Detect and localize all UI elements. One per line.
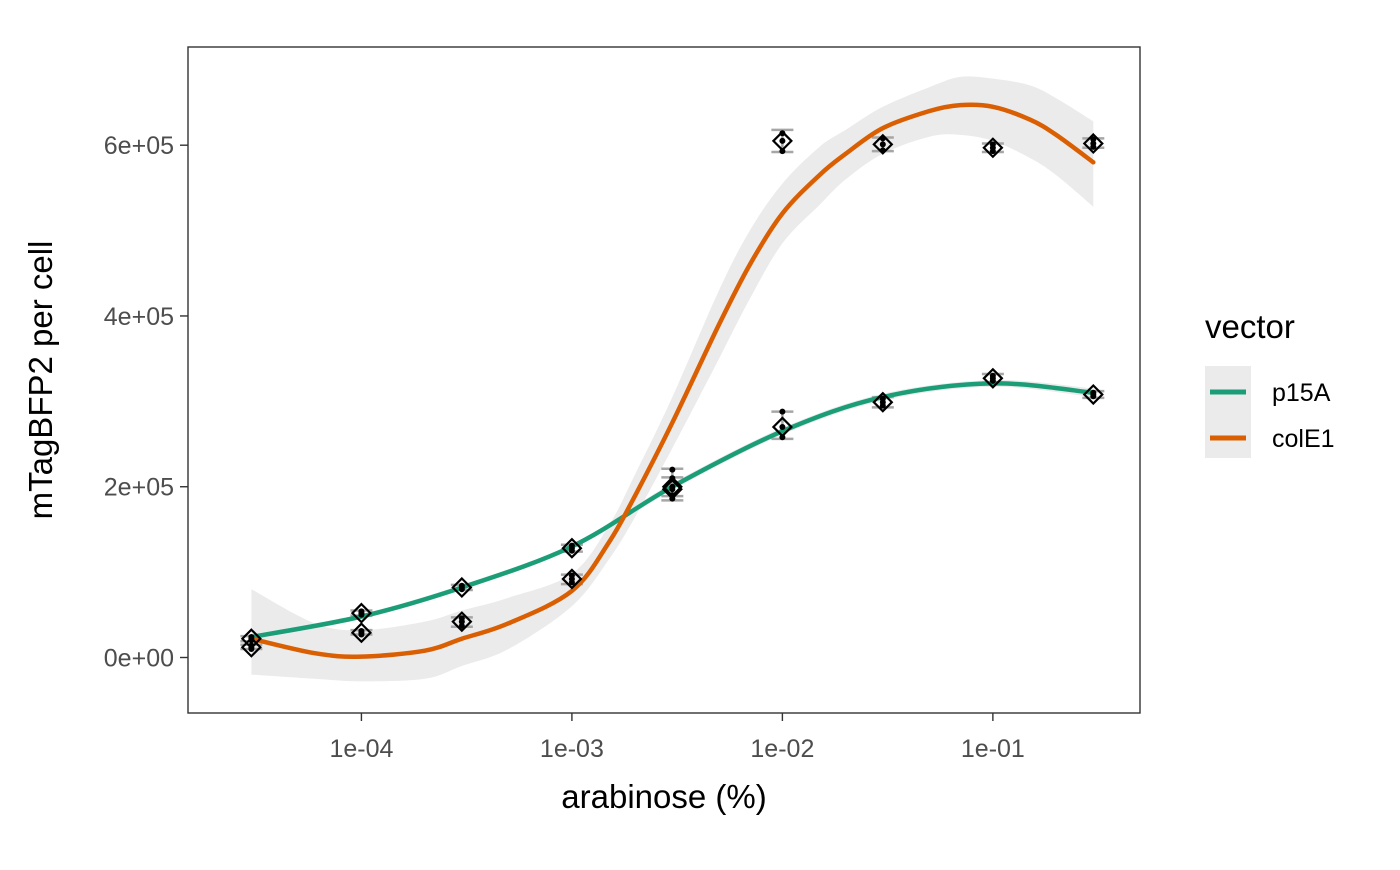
mean-diamond-cole1 — [872, 133, 894, 155]
replicate-point-cole1 — [458, 622, 465, 629]
mean-diamond-p15a — [982, 367, 1004, 389]
replicate-point-cole1 — [879, 141, 886, 148]
x-tick-label: 1e-02 — [750, 735, 814, 763]
mean-diamond-cole1 — [350, 622, 372, 644]
x-tick-label: 1e-01 — [961, 735, 1025, 763]
replicate-point-cole1 — [989, 148, 996, 155]
legend-label-p15a: p15A — [1272, 379, 1331, 407]
replicate-point-p15a — [568, 547, 575, 554]
plot-panel-border — [187, 46, 1141, 714]
legend: vector p15A colE1 — [1205, 308, 1335, 458]
replicate-point-p15a — [779, 408, 786, 415]
y-axis-title: mTagBFP2 per cell — [22, 241, 59, 520]
mean-diamond-cole1 — [240, 636, 262, 658]
mean-diamond-cole1 — [1082, 132, 1104, 155]
legend-label-cole1: colE1 — [1272, 425, 1335, 453]
mean-diamond-cole1 — [982, 137, 1004, 159]
x-axis-title: arabinose (%) — [561, 778, 766, 815]
replicate-point-cole1 — [358, 628, 365, 635]
mean-diamond-p15a — [1082, 383, 1104, 406]
replicate-point-p15a — [568, 542, 575, 549]
smooth-line-cole1 — [249, 102, 1096, 659]
mean-diamond-p15a — [350, 602, 372, 624]
replicate-point-p15a — [989, 377, 996, 384]
mean-diamond-cole1 — [771, 130, 793, 152]
y-tick-label: 2e+05 — [104, 474, 174, 502]
mean-diamond-cole1 — [661, 478, 683, 500]
data-points — [240, 130, 1104, 658]
replicate-point-cole1 — [989, 141, 996, 148]
replicate-point-cole1 — [1090, 136, 1097, 143]
replicate-point-cole1 — [458, 615, 465, 622]
axes: 1e-04 1e-03 1e-02 1e-01 0e+00 2e+05 4e+05 6e+05 — [104, 132, 1025, 763]
replicate-point-cole1 — [1090, 143, 1097, 150]
mean-diamond-p15a — [451, 576, 473, 599]
replicate-point-cole1 — [568, 579, 575, 586]
legend-key-background — [1205, 366, 1251, 458]
replicate-point-p15a — [358, 608, 365, 615]
replicate-point-cole1 — [669, 486, 676, 493]
x-tick-label: 1e-04 — [329, 735, 393, 763]
replicate-point-cole1 — [779, 137, 786, 144]
replicate-point-p15a — [879, 395, 886, 402]
y-tick-label: 4e+05 — [104, 303, 174, 331]
replicate-point-p15a — [989, 372, 996, 379]
y-tick-label: 0e+00 — [104, 645, 174, 673]
confidence-bands — [251, 76, 1094, 682]
mean-diamond-p15a — [872, 391, 894, 413]
mean-diamond-cole1 — [451, 611, 473, 633]
y-tick-label: 6e+05 — [104, 132, 174, 160]
replicate-point-p15a — [779, 423, 786, 430]
replicate-point-p15a — [879, 402, 886, 409]
smooth-lines — [249, 102, 1096, 659]
error-bars — [240, 128, 1105, 651]
replicate-point-p15a — [1090, 389, 1097, 396]
x-tick-label: 1e-03 — [540, 735, 604, 763]
replicate-point-p15a — [458, 582, 465, 589]
mean-diamond-cole1 — [561, 568, 583, 590]
replicate-point-cole1 — [248, 642, 255, 649]
legend-title: vector — [1205, 308, 1295, 345]
mean-diamond-p15a — [771, 416, 793, 438]
mean-diamond-p15a — [561, 537, 583, 559]
replicate-point-cole1 — [568, 572, 575, 579]
confidence-band-cole1 — [251, 76, 1094, 682]
replicate-point-cole1 — [669, 466, 676, 473]
